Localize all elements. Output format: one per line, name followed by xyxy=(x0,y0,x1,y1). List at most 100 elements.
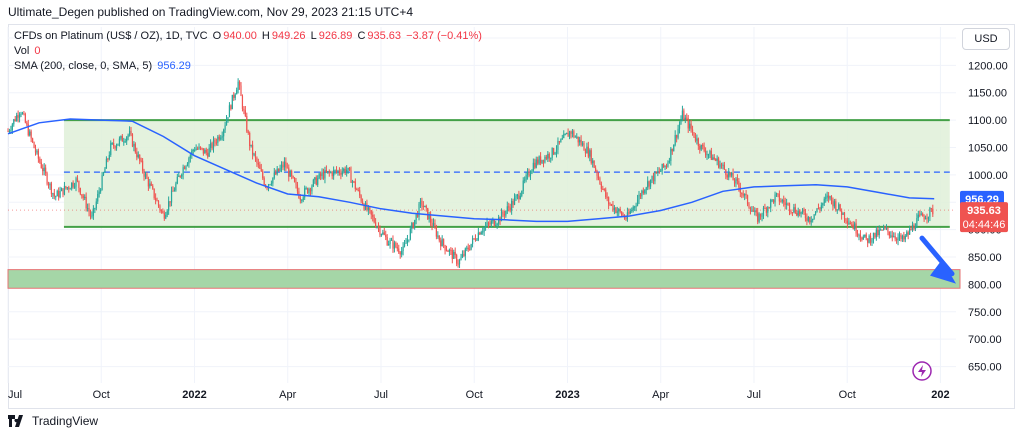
candle-593 xyxy=(865,232,867,241)
candle-body xyxy=(275,172,277,175)
candle-142 xyxy=(212,136,215,153)
candle-body xyxy=(205,149,207,153)
tradingview-footer[interactable]: TradingView xyxy=(8,414,98,428)
candle-117 xyxy=(176,173,178,185)
candle-555 xyxy=(810,216,812,226)
candle-463 xyxy=(677,124,679,140)
candle-body xyxy=(155,198,157,201)
candle-body xyxy=(512,200,514,205)
candle-body xyxy=(723,164,725,170)
candle-316 xyxy=(464,247,466,261)
candle-600 xyxy=(875,226,877,241)
candle-90 xyxy=(137,151,139,159)
candle-400 xyxy=(586,142,588,154)
candle-body xyxy=(286,167,288,169)
candle-394 xyxy=(577,136,579,147)
overlays xyxy=(7,118,956,381)
candle-body xyxy=(544,156,546,163)
candle-body xyxy=(182,167,184,175)
y-tick-label: 750.00 xyxy=(968,307,1002,319)
candle-157 xyxy=(234,93,236,101)
candle-body xyxy=(49,183,51,186)
candle-217 xyxy=(321,168,323,180)
candle-body xyxy=(707,154,710,156)
candle-body xyxy=(812,218,814,221)
candle-605 xyxy=(882,224,885,231)
y-tick-label: 1000.00 xyxy=(968,170,1008,182)
candle-73 xyxy=(113,138,115,149)
candle-body xyxy=(251,144,254,155)
candle-226 xyxy=(334,169,336,175)
candle-82 xyxy=(126,136,128,145)
candle-542 xyxy=(791,211,794,217)
candle-body xyxy=(372,214,374,217)
candle-557 xyxy=(813,214,815,220)
candle-body xyxy=(655,171,657,174)
candle-476 xyxy=(696,134,698,145)
candle-577 xyxy=(842,212,844,216)
candle-body xyxy=(836,209,838,211)
candle-292 xyxy=(429,211,432,227)
candle-body xyxy=(88,208,90,213)
candle-282 xyxy=(415,214,417,225)
candle-255 xyxy=(376,225,378,229)
candle-body xyxy=(108,154,110,159)
candle-452 xyxy=(661,163,663,175)
candle-502 xyxy=(733,178,736,187)
candle-61 xyxy=(95,198,97,211)
candle-body xyxy=(615,207,617,213)
candle-body xyxy=(211,143,213,149)
legend-sma-label[interactable]: SMA (200, close, 0, SMA, 5) xyxy=(14,60,153,72)
candle-87 xyxy=(133,141,135,152)
currency-button[interactable]: USD xyxy=(962,28,1010,50)
candle-10 xyxy=(21,111,24,115)
candle-78 xyxy=(120,135,122,141)
candle-body xyxy=(813,214,815,219)
candle-body xyxy=(500,211,503,222)
candle-24 xyxy=(42,164,44,176)
candle-453 xyxy=(663,163,665,168)
candle-body xyxy=(524,179,526,181)
candle-body xyxy=(725,169,727,176)
candle-576 xyxy=(841,208,843,220)
candle-body xyxy=(600,183,602,189)
candle-534 xyxy=(780,198,782,203)
candle-513 xyxy=(749,206,752,215)
candle-328 xyxy=(482,227,484,235)
candle-344 xyxy=(505,210,507,218)
candle-body xyxy=(664,165,666,167)
candle-493 xyxy=(720,162,723,169)
candle-body xyxy=(429,215,432,223)
legend-vol-label[interactable]: Vol xyxy=(14,45,30,57)
candle-51 xyxy=(81,194,83,199)
candle-body xyxy=(690,123,692,130)
candle-342 xyxy=(502,209,504,218)
candle-body xyxy=(697,138,699,147)
candle-240 xyxy=(354,178,356,192)
candle-123 xyxy=(185,165,187,171)
candle-body xyxy=(450,249,452,251)
candle-body xyxy=(23,113,25,115)
candle-body xyxy=(859,234,862,238)
candle-body xyxy=(885,227,888,229)
candle-423 xyxy=(619,206,621,214)
candle-body xyxy=(94,208,96,210)
candle-body xyxy=(919,214,921,216)
candle-body xyxy=(703,146,705,152)
candle-body xyxy=(461,254,464,258)
candle-body xyxy=(308,188,310,194)
candle-body xyxy=(716,158,718,161)
candle-27 xyxy=(46,171,48,186)
candle-466 xyxy=(681,105,684,122)
candle-418 xyxy=(612,201,614,212)
candle-4 xyxy=(13,118,15,127)
candle-164 xyxy=(244,105,246,118)
candle-body xyxy=(493,219,495,226)
candle-430 xyxy=(629,208,631,215)
candle-94 xyxy=(143,168,145,181)
candle-body xyxy=(754,210,756,212)
legend-symbol[interactable]: CFDs on Platinum (US$ / OZ), 1D, TVC xyxy=(14,30,208,42)
candle-body xyxy=(160,210,163,212)
candle-538 xyxy=(786,198,788,210)
